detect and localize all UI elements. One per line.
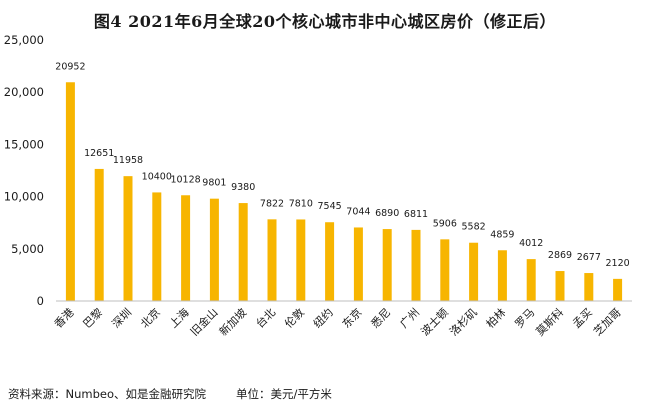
x-tick-label: 香港 <box>52 306 77 331</box>
source-note: 资料来源：Numbeo、如是金融研究院 <box>8 387 207 401</box>
footer: 资料来源：Numbeo、如是金融研究院 单位：美元/平方米 <box>8 386 332 402</box>
data-label: 7545 <box>318 201 342 212</box>
data-label: 6811 <box>404 209 428 220</box>
data-label: 2869 <box>548 250 572 261</box>
x-tick-label: 伦敦 <box>281 305 306 330</box>
bar <box>181 195 191 301</box>
bar <box>584 273 594 301</box>
bar <box>555 271 565 301</box>
bar <box>209 198 219 301</box>
y-tick-label: 10,000 <box>4 190 44 204</box>
bar <box>382 229 392 301</box>
data-label: 2120 <box>606 258 630 269</box>
x-tick-label: 旧金山 <box>187 305 220 338</box>
x-tick-label: 莫斯科 <box>533 305 566 338</box>
x-tick-label: 洛杉矶 <box>446 305 479 338</box>
unit-note: 单位：美元/平方米 <box>236 387 332 401</box>
bar <box>353 227 363 301</box>
data-label: 11958 <box>113 155 143 166</box>
data-label: 4859 <box>490 229 514 240</box>
bar <box>526 259 536 301</box>
bars <box>65 82 623 301</box>
y-tick-label: 15,000 <box>4 137 44 151</box>
x-tick-label: 悉尼 <box>369 306 394 331</box>
x-tick-label: 广州 <box>397 306 422 331</box>
data-label: 9801 <box>202 178 226 189</box>
bar <box>613 278 623 301</box>
data-label: 5582 <box>462 222 486 233</box>
data-label: 10400 <box>142 171 172 182</box>
bar <box>469 242 479 301</box>
bar <box>497 250 507 301</box>
data-label: 6890 <box>375 208 399 219</box>
x-tick-label: 柏林 <box>483 305 508 330</box>
data-label: 4012 <box>519 238 543 249</box>
data-label: 9380 <box>231 182 255 193</box>
x-tick-label: 新加坡 <box>216 305 249 338</box>
data-label: 7810 <box>289 198 313 209</box>
bar <box>411 229 421 301</box>
x-tick-label: 孟买 <box>570 306 595 331</box>
x-tick-label: 纽约 <box>310 305 335 330</box>
x-tick-label: 北京 <box>137 305 162 330</box>
x-tick-label: 台北 <box>253 305 278 330</box>
y-tick-label: 25,000 <box>4 33 44 47</box>
data-label: 10128 <box>170 174 200 185</box>
bar <box>267 219 277 301</box>
x-tick-label: 巴黎 <box>80 305 105 330</box>
bar <box>94 168 104 301</box>
x-tick-label: 上海 <box>166 305 191 330</box>
x-tick-label: 罗马 <box>513 306 538 331</box>
y-tick-label: 5,000 <box>11 242 44 256</box>
bar <box>65 82 75 301</box>
bar <box>296 219 306 301</box>
x-tick-label: 芝加哥 <box>591 306 624 339</box>
chart-title: 图4 2021年6月全球20个核心城市非中心城区房价（修正后） <box>93 12 557 31</box>
x-tick-label: 东京 <box>339 305 364 330</box>
bar <box>152 192 162 301</box>
x-tick-label: 波士顿 <box>418 305 451 338</box>
data-label: 2677 <box>577 252 601 263</box>
x-tick-label: 深圳 <box>109 306 134 331</box>
data-label: 20952 <box>55 61 85 72</box>
bar <box>123 176 133 301</box>
bar <box>325 222 335 301</box>
y-axis-ticks: 0 5,000 10,000 15,000 20,000 25,000 <box>4 33 44 308</box>
y-tick-label: 20,000 <box>4 85 44 99</box>
data-label: 7044 <box>346 206 370 217</box>
y-tick-label: 0 <box>37 294 44 308</box>
bar <box>440 239 450 301</box>
bar <box>238 203 248 301</box>
data-label: 5906 <box>433 218 457 229</box>
data-label: 7822 <box>260 198 284 209</box>
data-label: 12651 <box>84 148 114 159</box>
